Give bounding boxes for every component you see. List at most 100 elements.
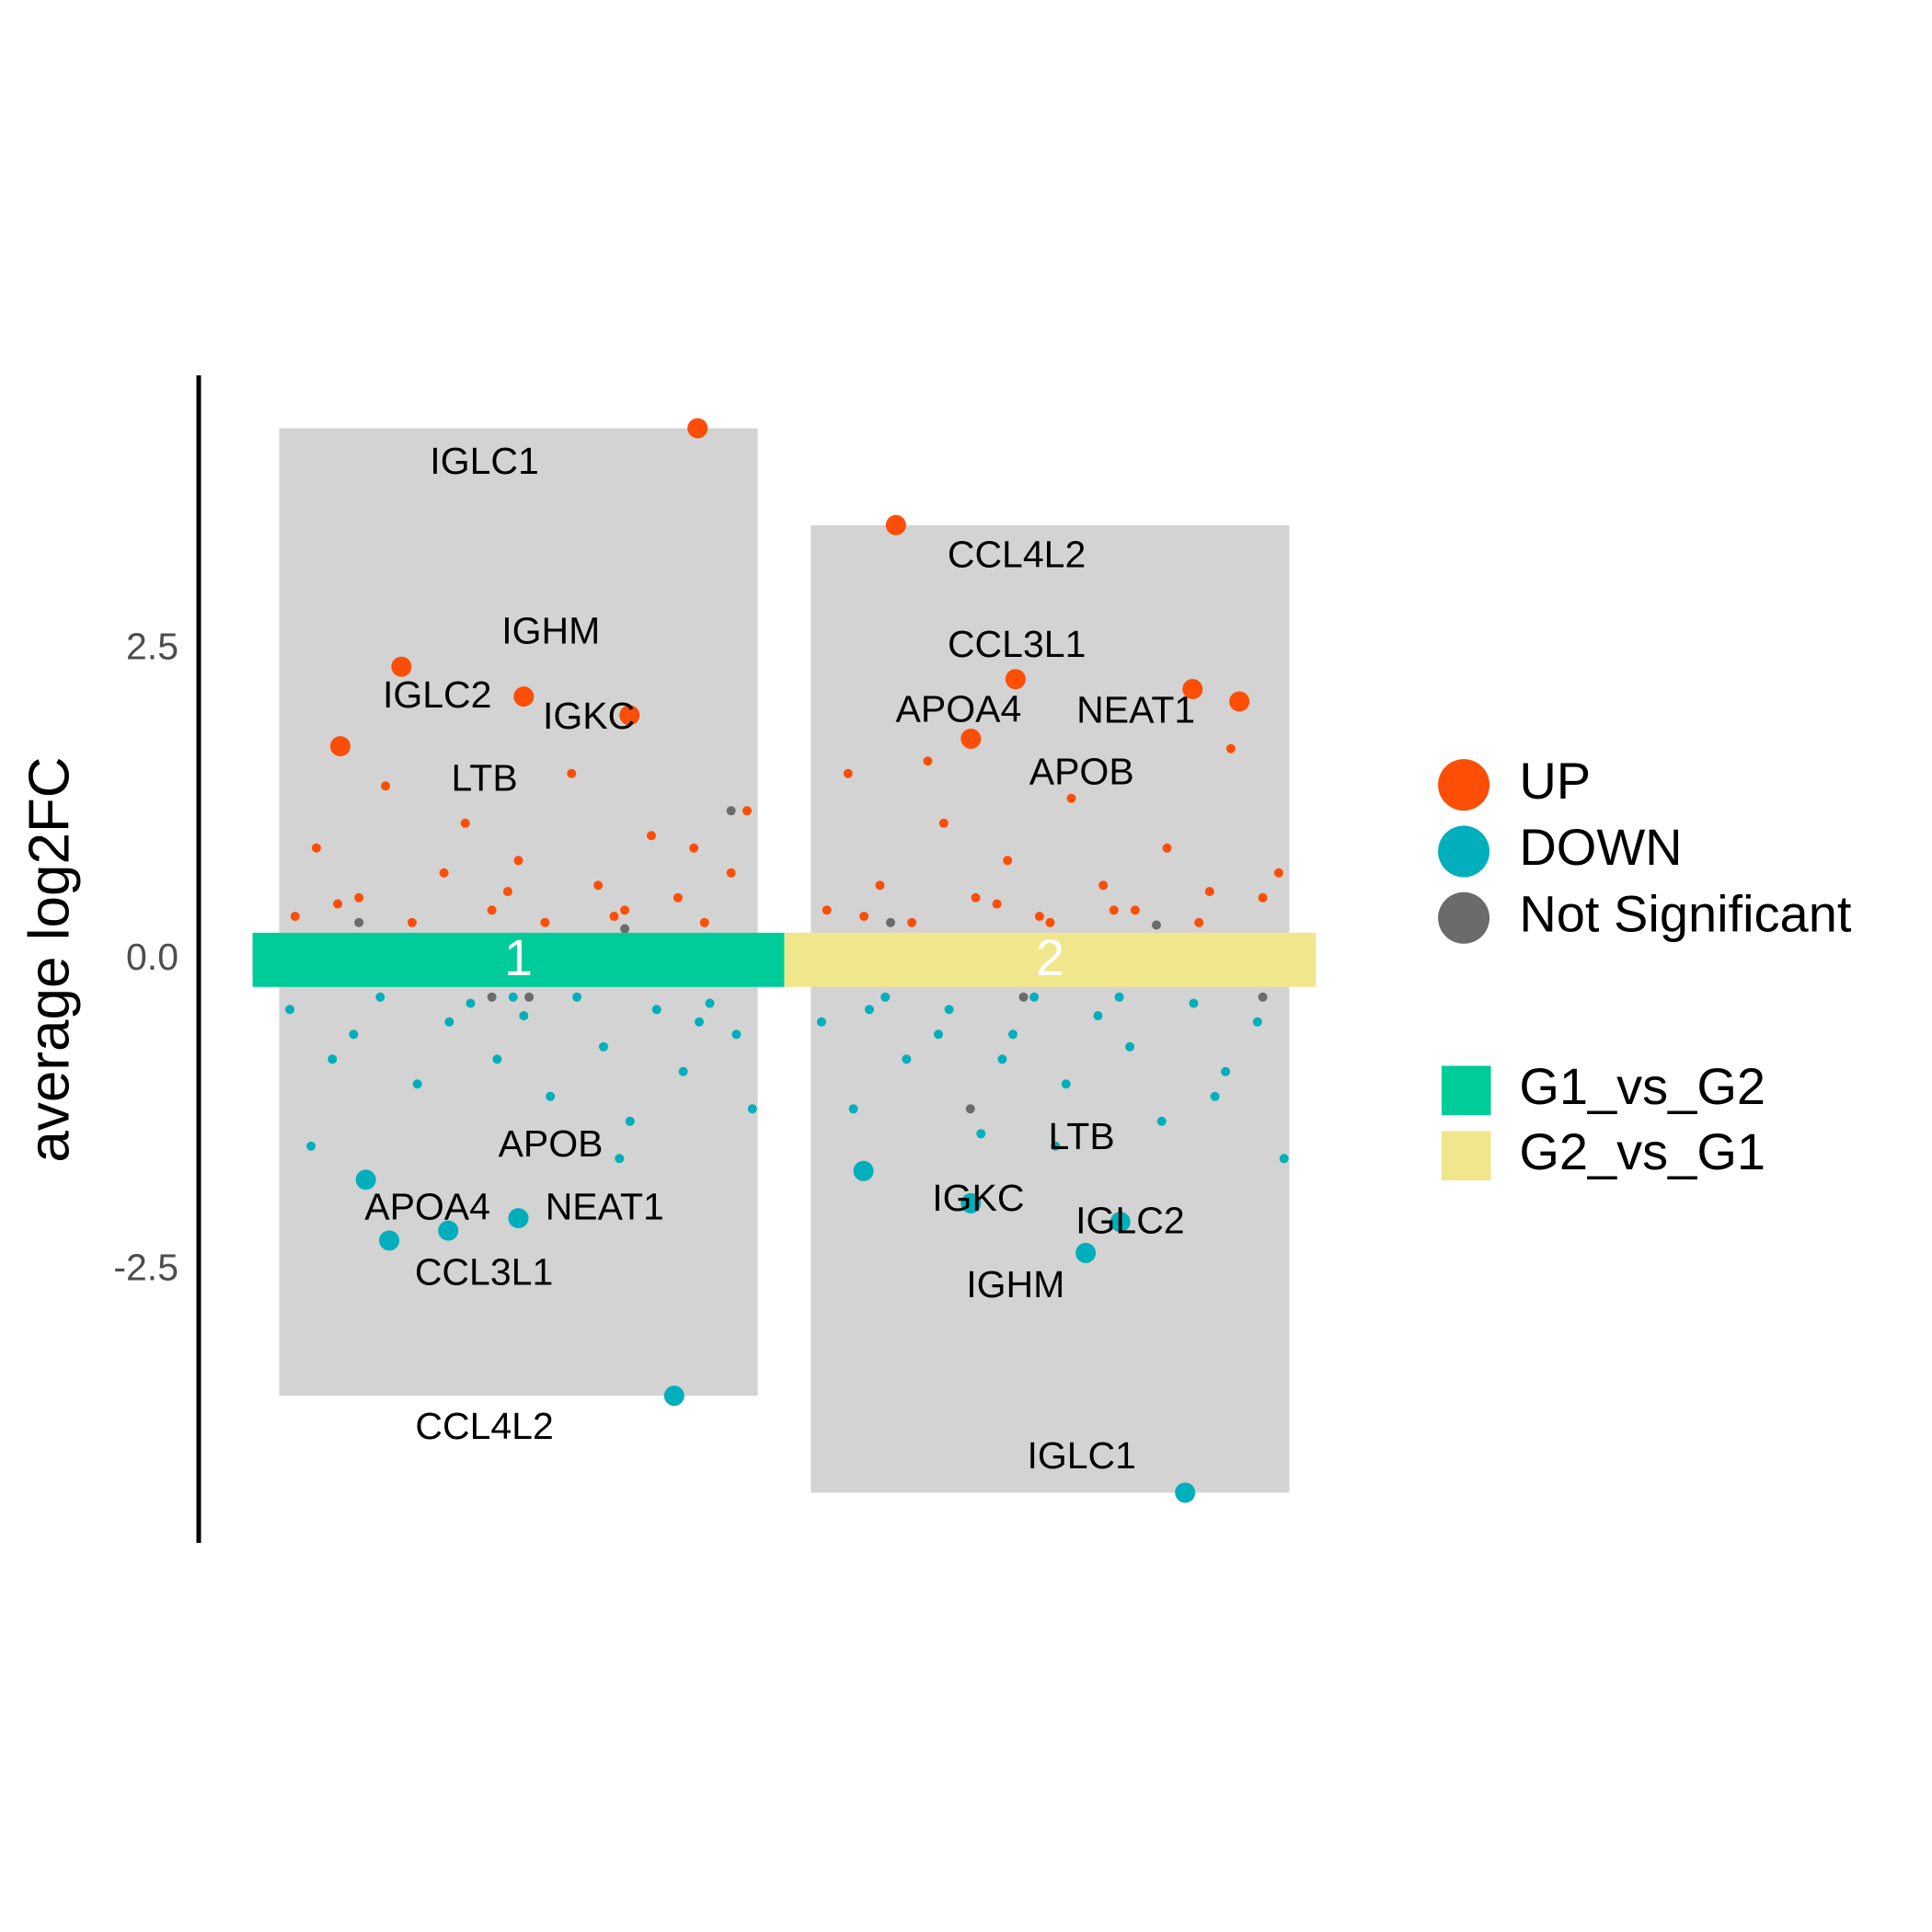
point [885,514,906,535]
legend-marker [1438,825,1490,878]
point [311,843,321,853]
point [1005,669,1026,690]
point [355,1169,376,1190]
point [731,1029,742,1040]
point [1114,992,1124,1002]
point [673,892,683,903]
point [620,905,630,915]
point [1003,856,1013,866]
point [1194,917,1204,927]
legend-label: UP [1519,752,1591,810]
point [572,992,582,1002]
point [960,729,982,750]
point [822,905,832,915]
point [349,1029,359,1040]
point [1221,1066,1231,1076]
point [519,1011,529,1021]
y-axis-title: average log2FC [17,756,81,1162]
group-bar [252,932,785,987]
point [694,1017,704,1027]
gene-label: CCL4L2 [415,1405,553,1447]
point [598,1041,608,1052]
point [976,1129,986,1139]
gene-label: IGLC2 [383,673,492,716]
point [328,1054,338,1064]
point [997,1054,1007,1064]
point [992,899,1002,909]
point [466,998,476,1008]
point [1151,920,1161,930]
point [875,880,885,891]
point [487,905,497,915]
point [502,887,512,897]
point [306,1141,316,1151]
point [907,917,917,927]
point [1093,1011,1103,1021]
point [492,1054,502,1064]
point [663,1386,684,1407]
point [902,1054,912,1064]
point [880,992,891,1002]
point [593,880,604,891]
point [513,856,523,866]
gene-label: APOB [499,1122,604,1165]
point [651,1005,661,1015]
legend-swatch [1441,1131,1491,1181]
point [1156,1116,1167,1126]
point [859,912,869,922]
gene-label: IGLC1 [1027,1434,1136,1477]
point [1182,679,1203,700]
point [1252,1017,1262,1027]
point [938,818,949,828]
legend-label: Not Significant [1519,885,1852,943]
point [508,1208,529,1229]
point [1210,1091,1220,1101]
point [689,843,699,853]
gene-label: APOA4 [896,687,1022,730]
point [1018,992,1029,1002]
legend-label: G1_vs_G2 [1519,1057,1765,1115]
point [354,892,364,903]
gene-label: CCL4L2 [948,533,1086,575]
point [1130,905,1140,915]
point [625,1116,635,1126]
point [853,1160,874,1181]
point [699,917,709,927]
point [1258,892,1268,903]
point [1045,917,1055,927]
point [1110,1212,1131,1233]
point [944,1005,954,1015]
gene-label: APOB [1029,750,1134,792]
gene-label: IGKC [932,1177,1024,1219]
point [646,831,656,841]
point [391,656,412,677]
y-tick-label: 0.0 [126,936,178,978]
point [1279,1154,1289,1164]
point [886,917,896,927]
group-bar [784,932,1317,987]
point [460,818,470,828]
point [524,992,535,1002]
point [843,768,853,778]
point [960,1192,982,1213]
point [1229,691,1250,712]
point [1225,743,1236,753]
point [438,1220,459,1241]
point [726,868,736,878]
point [705,998,715,1008]
group-bar-label: 1 [504,928,533,986]
point [290,912,300,922]
point [742,806,753,816]
point [333,899,343,909]
point [923,756,933,766]
gene-label: IGLC1 [430,440,539,482]
point [1175,1482,1196,1503]
point [619,705,640,726]
point [848,1104,858,1114]
point [546,1091,556,1101]
gene-label: IGHM [501,610,600,652]
point [513,686,535,707]
point [615,1154,625,1164]
legend-label: G2_vs_G1 [1519,1122,1765,1180]
